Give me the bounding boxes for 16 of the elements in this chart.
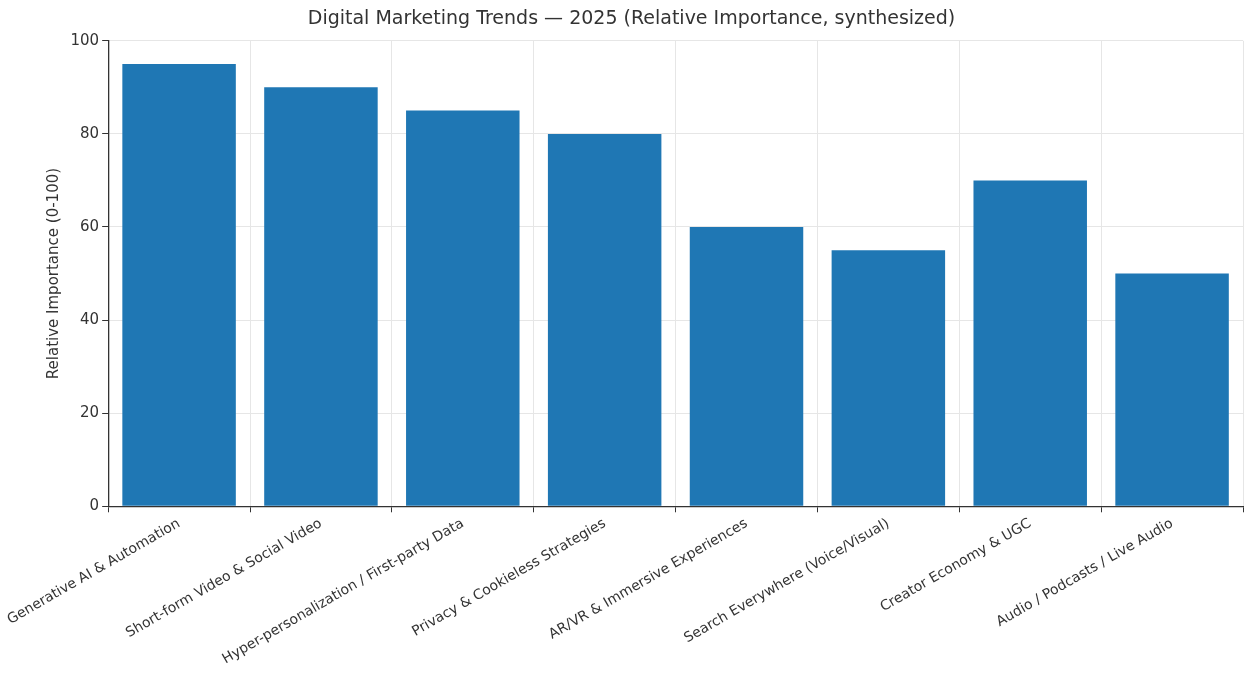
y-tick-label: 40 <box>80 309 100 328</box>
bar <box>547 133 662 506</box>
y-tick-label: 60 <box>80 216 100 235</box>
y-axis-title: Relative Importance (0-100) <box>44 167 63 380</box>
y-tick-label: 80 <box>80 123 100 142</box>
bar <box>973 180 1087 506</box>
bar <box>831 250 946 506</box>
bar <box>406 110 520 506</box>
y-tick-label: 0 <box>89 496 100 515</box>
bar <box>689 227 804 506</box>
bar <box>1115 273 1229 506</box>
bar <box>122 64 236 506</box>
y-tick-label: 100 <box>70 30 100 49</box>
bar <box>264 87 378 506</box>
y-tick-label: 20 <box>80 403 100 422</box>
chart-title: Digital Marketing Trends — 2025 (Relative Importance, synthesized) <box>307 6 956 29</box>
